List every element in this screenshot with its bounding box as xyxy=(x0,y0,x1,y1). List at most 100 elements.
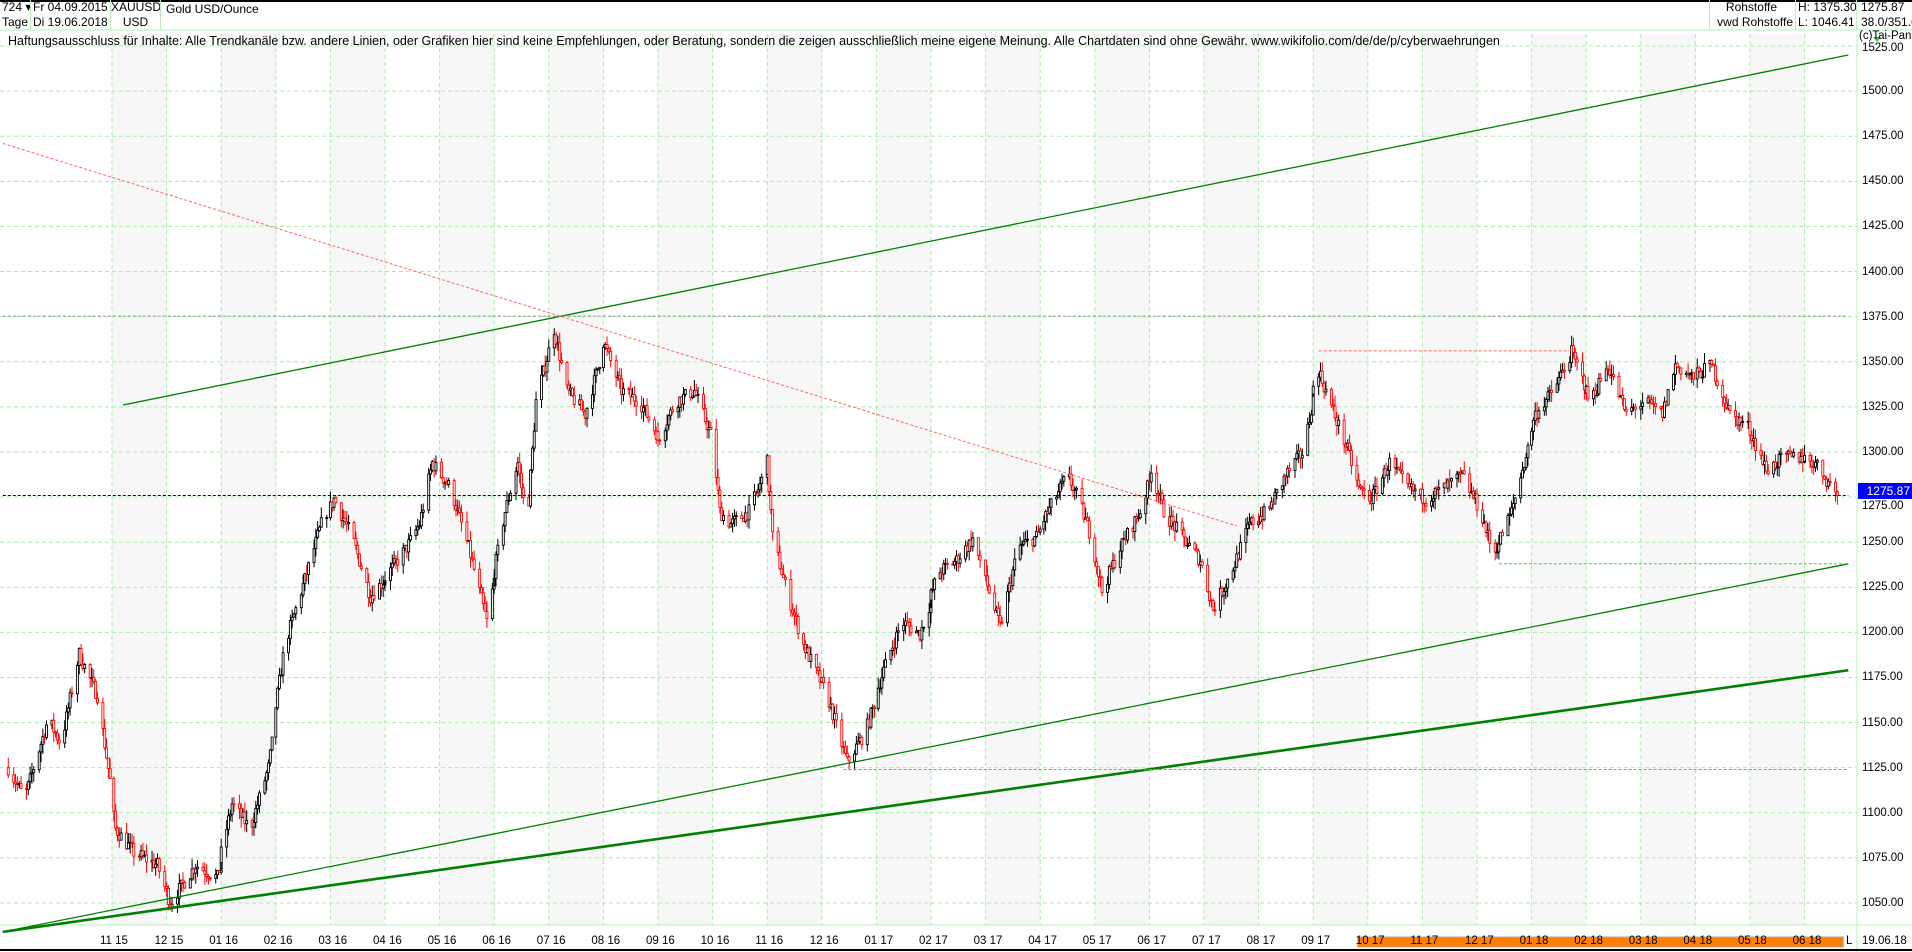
high-low-cell: H: 1375.30 L: 1046.41 xyxy=(1796,0,1857,30)
candle-body xyxy=(130,841,134,845)
candle-body xyxy=(1380,477,1384,495)
candle-body xyxy=(279,674,283,677)
x-tick-label: 06 16 xyxy=(482,935,511,947)
bar-count-select[interactable]: 724 ▾ Tage ▾ xyxy=(0,0,31,30)
candle-body xyxy=(252,822,256,828)
candle-body xyxy=(783,577,787,581)
candle-body xyxy=(1511,503,1515,509)
candle-body xyxy=(1630,406,1634,412)
candle-body xyxy=(1182,529,1186,538)
x-tick-label: 04 17 xyxy=(1028,935,1057,947)
candle-body xyxy=(1521,469,1524,479)
candle-body xyxy=(753,491,756,506)
candle-body xyxy=(931,588,935,591)
candle-body xyxy=(28,773,32,783)
x-tick-label: 03 16 xyxy=(318,935,348,947)
x-tick-label: 03 17 xyxy=(973,935,1003,947)
candle-body xyxy=(1331,404,1335,407)
candle-body xyxy=(183,882,187,889)
candle-body xyxy=(116,827,119,836)
candle-body xyxy=(328,501,332,519)
candle-body xyxy=(372,595,376,600)
candle-body xyxy=(106,757,110,769)
candle-body xyxy=(230,803,234,815)
candle-body xyxy=(1180,521,1184,531)
candle-body xyxy=(896,630,900,633)
candle-body xyxy=(1208,591,1211,601)
candle-body xyxy=(876,687,880,710)
candle-body xyxy=(771,509,775,533)
candle-body xyxy=(1071,484,1075,491)
candle-body xyxy=(1622,398,1626,410)
candle-body xyxy=(1648,397,1652,401)
candle-body xyxy=(884,659,887,668)
y-tick-label: 1350.00 xyxy=(1862,355,1904,368)
candle-body xyxy=(1595,393,1599,396)
candle-body xyxy=(458,507,462,513)
candle-body xyxy=(1026,538,1029,541)
period-select[interactable]: Tage xyxy=(2,15,29,29)
candle-body xyxy=(1499,531,1503,545)
candle-body xyxy=(383,580,387,583)
candle-body xyxy=(1357,479,1361,487)
candle-body xyxy=(601,346,605,368)
candle-body xyxy=(1501,531,1504,537)
candle-body xyxy=(1810,460,1814,467)
candle-body xyxy=(1211,600,1215,611)
candle-body xyxy=(1082,502,1086,520)
candle-body xyxy=(419,511,423,527)
candle-body xyxy=(1155,472,1159,494)
candle-body xyxy=(1413,488,1417,492)
candle-body xyxy=(1044,511,1048,522)
candle-body xyxy=(869,707,873,728)
candle-body xyxy=(560,360,563,364)
candle-body xyxy=(1663,401,1666,418)
candle-body xyxy=(1355,464,1359,481)
candle-body xyxy=(714,428,718,479)
candle-body xyxy=(188,878,192,889)
candle-body xyxy=(1754,438,1757,452)
candle-body xyxy=(1646,397,1650,404)
candle-body xyxy=(614,360,618,378)
current-price-label: 1275.87 xyxy=(1858,483,1912,500)
candle-body xyxy=(780,568,784,576)
candle-body xyxy=(88,664,92,679)
candle-body xyxy=(55,732,59,741)
candle-body xyxy=(993,592,997,611)
candle-body xyxy=(1823,475,1827,480)
candle-body xyxy=(1593,390,1597,396)
candle-body xyxy=(727,515,731,528)
candle-body xyxy=(634,400,638,407)
candle-body xyxy=(459,512,463,523)
candle-body xyxy=(873,706,877,710)
candle-body xyxy=(1020,543,1024,546)
candle-body xyxy=(782,574,786,579)
candle-body xyxy=(1193,542,1197,550)
candle-body xyxy=(1251,517,1255,526)
candle-body xyxy=(483,602,487,612)
candle-body xyxy=(339,502,343,522)
month-band xyxy=(112,34,167,925)
candle-body xyxy=(1546,391,1550,401)
symbol: XAUUSD xyxy=(111,0,161,14)
candle-body xyxy=(30,772,34,775)
candle-body xyxy=(740,515,744,519)
candle-body xyxy=(1309,414,1313,423)
candle-body xyxy=(132,843,136,857)
candle-body xyxy=(796,616,800,635)
candle-body xyxy=(1055,496,1059,500)
candle-body xyxy=(1792,452,1796,457)
candle-body xyxy=(514,471,518,494)
candle-body xyxy=(496,544,500,556)
candle-body xyxy=(530,447,534,471)
candle-body xyxy=(663,430,667,442)
candle-body xyxy=(933,578,937,590)
symbol-cell: XAUUSD USD xyxy=(111,0,161,30)
candle-body xyxy=(319,517,323,528)
candle-body xyxy=(54,731,58,734)
candle-body xyxy=(12,774,16,783)
candle-body xyxy=(478,568,482,588)
candle-body xyxy=(1677,366,1681,369)
candle-body xyxy=(256,804,260,810)
